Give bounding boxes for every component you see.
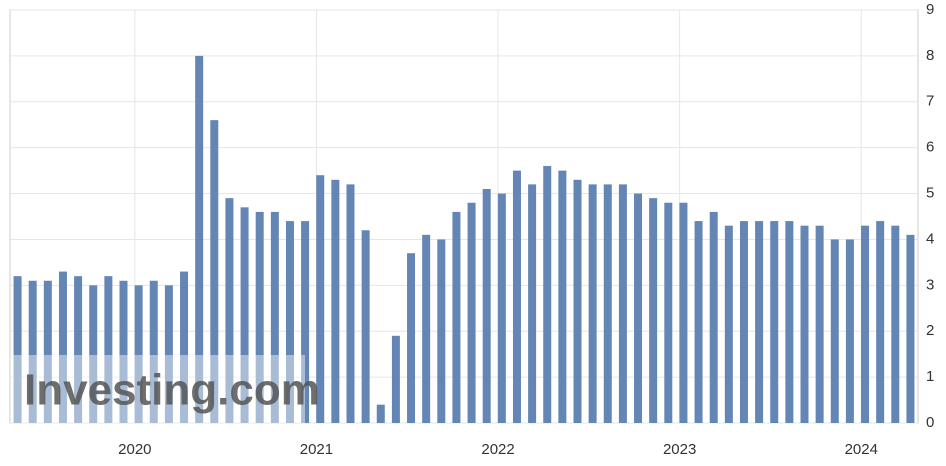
bar — [876, 221, 885, 423]
x-tick-label: 2023 — [663, 441, 696, 458]
bar — [452, 211, 461, 423]
bar — [195, 55, 204, 424]
x-tick-label: 2024 — [845, 441, 878, 458]
bar — [210, 120, 219, 423]
bar — [346, 184, 355, 423]
y-tick-label: 6 — [926, 139, 934, 156]
bar — [437, 239, 446, 423]
bar — [906, 234, 915, 423]
bar — [482, 188, 491, 423]
bar — [58, 271, 67, 423]
bar — [830, 239, 839, 423]
bar — [694, 221, 703, 423]
watermark-backdrop — [12, 355, 305, 423]
bar — [255, 211, 264, 423]
bar — [558, 170, 567, 423]
bar — [649, 198, 658, 423]
x-tick-label: 2022 — [481, 441, 514, 458]
bar — [467, 202, 476, 423]
bar — [861, 225, 870, 423]
y-tick-label: 9 — [926, 1, 934, 18]
bar — [512, 170, 521, 423]
bar — [240, 207, 249, 423]
bar — [134, 285, 143, 423]
bar — [724, 225, 733, 423]
y-tick-label: 4 — [926, 230, 934, 247]
bar — [679, 202, 688, 423]
bar — [528, 184, 537, 423]
bar — [739, 221, 748, 423]
bar — [664, 202, 673, 423]
bar — [407, 253, 416, 423]
y-tick-label: 1 — [926, 368, 934, 385]
bar — [104, 276, 113, 423]
bar — [285, 221, 294, 423]
bar — [89, 285, 98, 423]
bar — [391, 335, 400, 423]
bar — [770, 221, 779, 423]
bar — [331, 179, 340, 423]
bar — [573, 179, 582, 423]
bar — [13, 276, 22, 423]
bar — [422, 234, 431, 423]
bar — [588, 184, 597, 423]
y-tick-label: 7 — [926, 93, 934, 110]
watermark: Investing.com — [24, 366, 320, 415]
bar — [43, 280, 52, 423]
y-tick-label: 8 — [926, 47, 934, 64]
bar — [270, 211, 279, 423]
bar — [755, 221, 764, 423]
bar — [361, 230, 370, 423]
y-tick-label: 2 — [926, 322, 934, 339]
bar — [603, 184, 612, 423]
bar — [618, 184, 627, 423]
y-tick-label: 5 — [926, 185, 934, 202]
bar — [164, 285, 173, 423]
bar — [316, 175, 325, 423]
y-tick-label: 3 — [926, 276, 934, 293]
bar — [28, 280, 37, 423]
bar — [800, 225, 809, 423]
x-tick-label: 2020 — [118, 441, 151, 458]
bar — [180, 271, 189, 423]
x-tick-label: 2021 — [300, 441, 333, 458]
bar — [634, 193, 643, 423]
bar — [301, 221, 310, 423]
y-tick-label: 0 — [926, 414, 934, 431]
bar — [543, 166, 552, 423]
bar — [709, 211, 718, 423]
bar — [74, 276, 83, 423]
bar — [815, 225, 824, 423]
bar — [785, 221, 794, 423]
bar — [891, 225, 900, 423]
bar — [376, 404, 385, 423]
bar — [845, 239, 854, 423]
bar — [119, 280, 128, 423]
bar — [225, 198, 234, 423]
bar — [497, 193, 506, 423]
bar — [149, 280, 158, 423]
